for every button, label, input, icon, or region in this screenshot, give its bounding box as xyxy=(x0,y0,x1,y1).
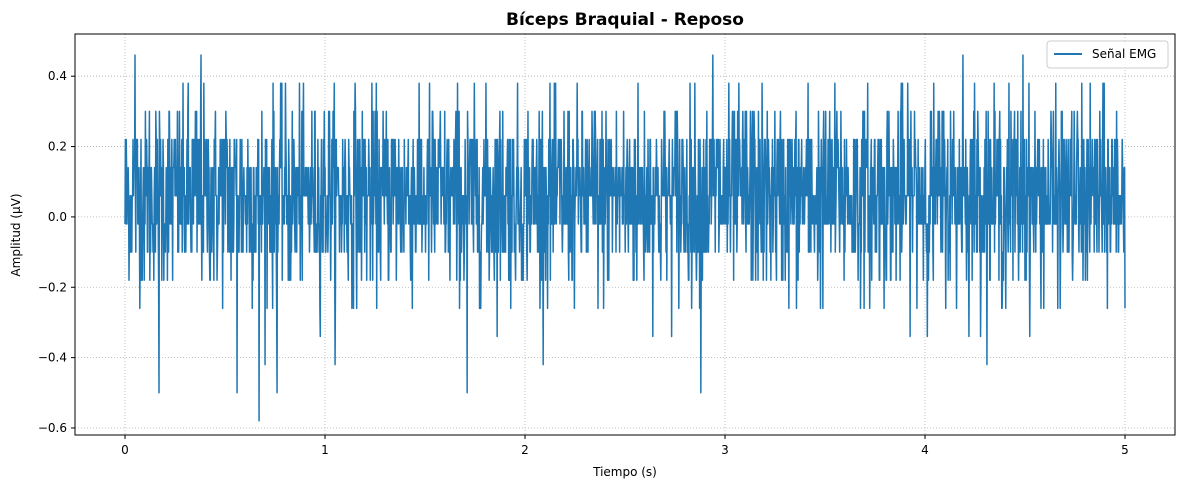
x-tick-label: 2 xyxy=(521,443,529,457)
legend-box xyxy=(1046,40,1169,69)
y-tick-label: 0.0 xyxy=(48,210,67,224)
x-axis-ticks: 0 1 2 3 4 5 xyxy=(121,435,1129,457)
chart-title: Bíceps Braquial - Reposo xyxy=(506,10,744,30)
x-tick-label: 1 xyxy=(321,443,329,457)
x-axis-label: Tiempo (s) xyxy=(592,465,657,479)
plot-frame xyxy=(74,33,1176,436)
series-line-senal-emg xyxy=(124,54,1126,422)
y-axis-ticks: −0.6 −0.4 −0.2 0.0 0.2 0.4 xyxy=(38,69,75,435)
y-tick-label: −0.4 xyxy=(38,351,67,365)
x-tick-label: 3 xyxy=(721,443,729,457)
y-tick-label: 0.4 xyxy=(48,69,67,83)
y-tick-label: −0.2 xyxy=(38,280,67,294)
y-tick-label: 0.2 xyxy=(48,140,67,154)
legend: Señal EMG xyxy=(1046,40,1169,69)
series-group xyxy=(124,54,1126,422)
x-tick-label: 4 xyxy=(921,443,929,457)
x-tick-label: 5 xyxy=(1121,443,1129,457)
x-tick-label: 0 xyxy=(121,443,129,457)
y-tick-label: −0.6 xyxy=(38,421,67,435)
legend-entry-label: Señal EMG xyxy=(1092,47,1156,61)
y-axis-label: Amplitud (µV) xyxy=(9,193,23,276)
